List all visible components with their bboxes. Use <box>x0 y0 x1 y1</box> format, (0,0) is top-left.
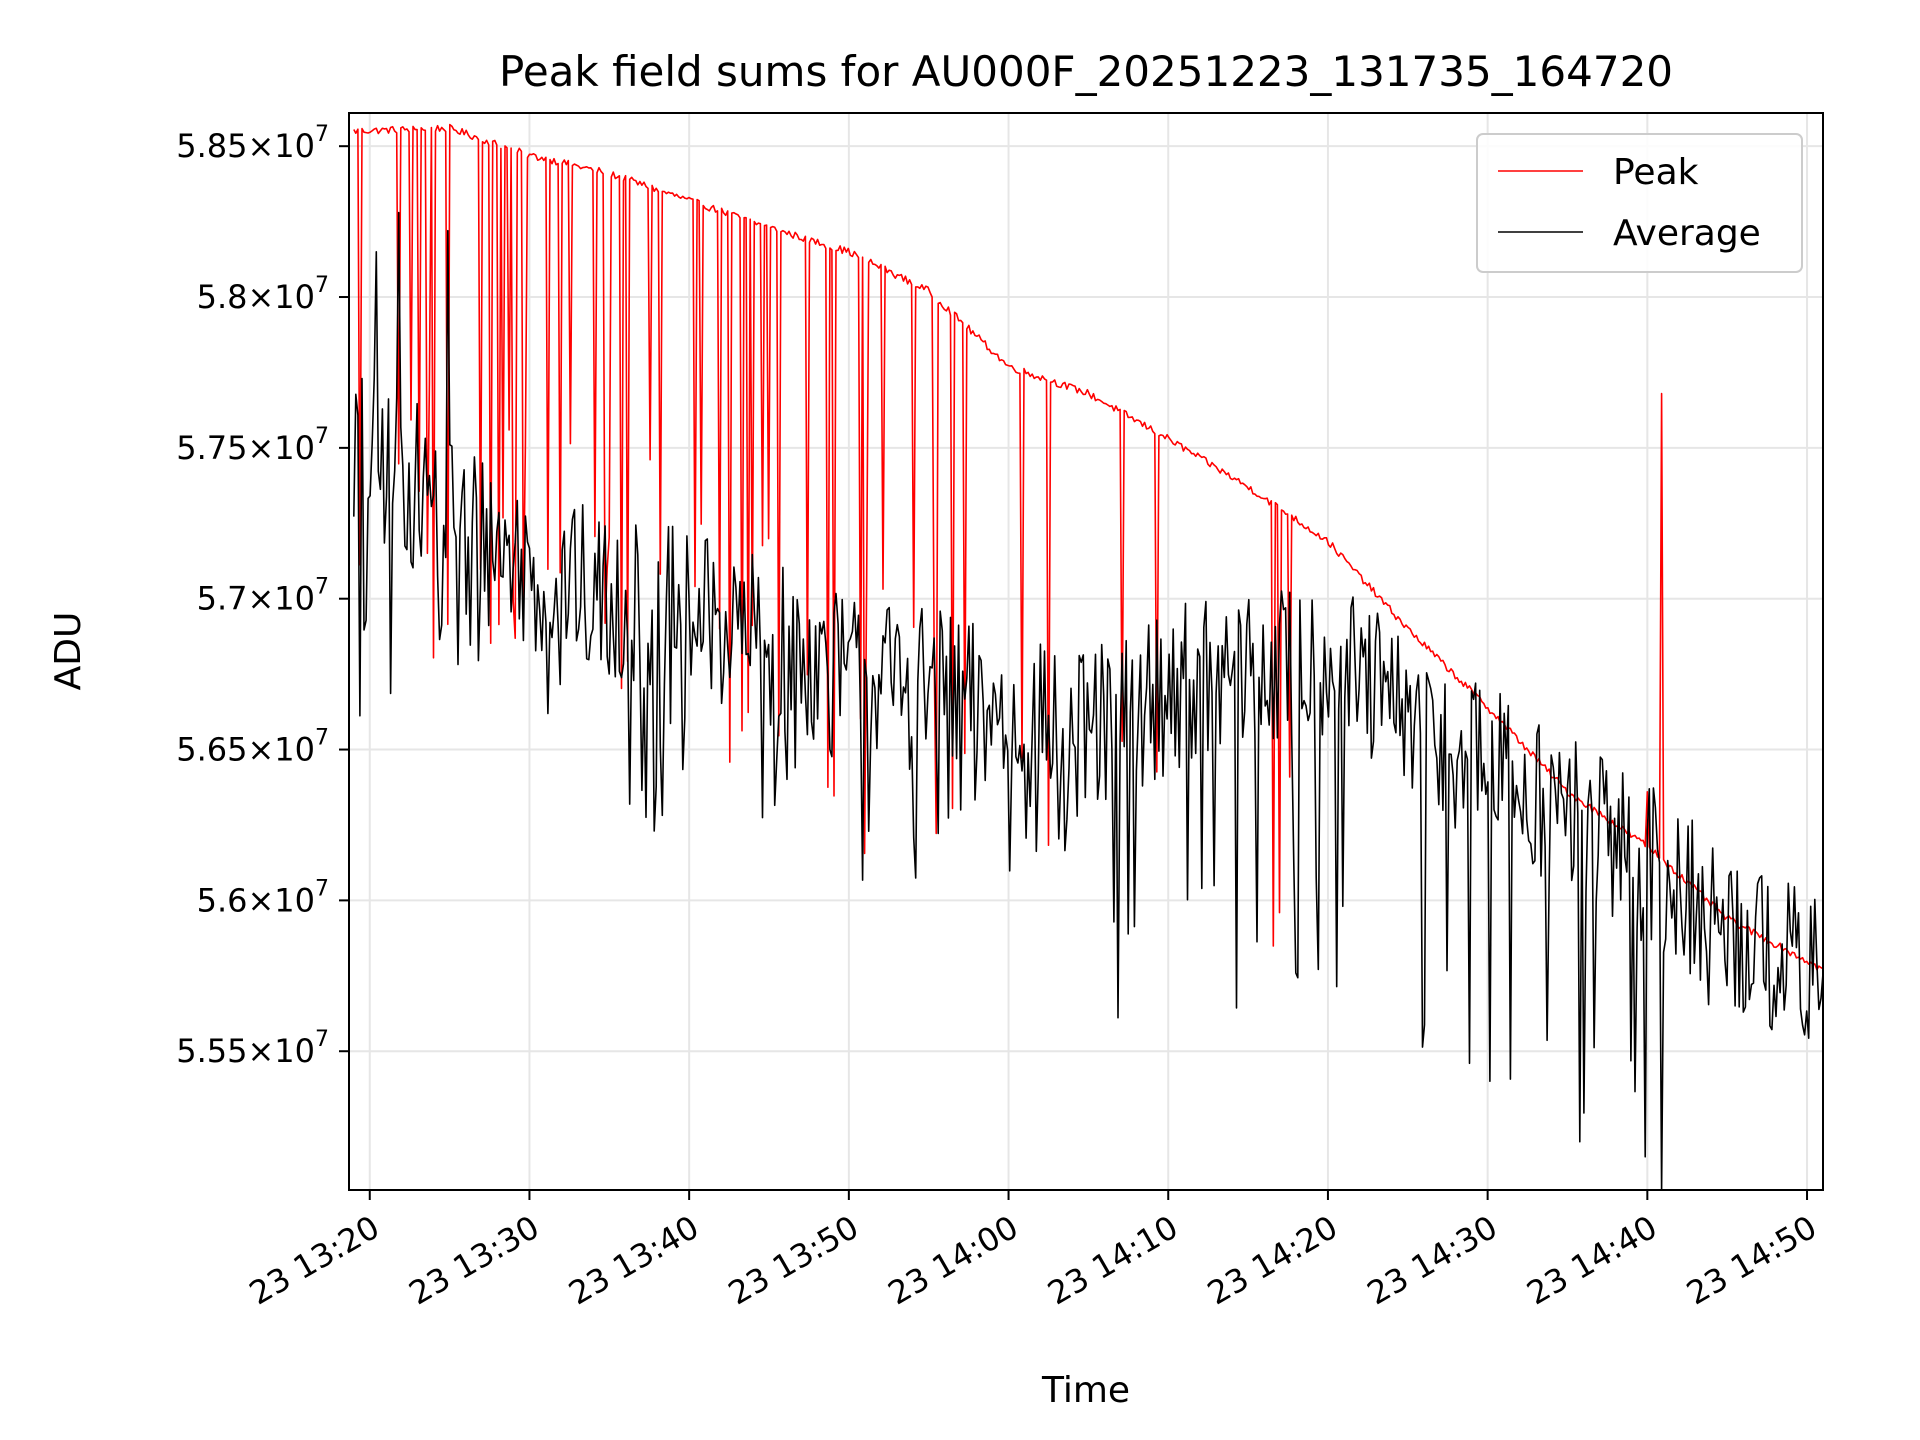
y-tick-label: 5.75×107 <box>176 424 329 467</box>
y-tick-exponent: 7 <box>315 424 329 449</box>
y-tick-label: 5.7×107 <box>197 575 329 618</box>
y-tick-multiplier: ×10 <box>247 1032 315 1070</box>
y-tick-exponent: 7 <box>315 273 329 298</box>
y-tick-exponent: 7 <box>315 1027 329 1052</box>
legend-label-average: Average <box>1613 213 1761 254</box>
y-axis-label: ADU <box>48 612 89 691</box>
y-tick-multiplier: ×10 <box>247 278 315 316</box>
y-tick-exponent: 7 <box>315 122 329 147</box>
plot-frame <box>348 112 1824 1191</box>
y-tick-mantissa: 5.65 <box>176 731 247 769</box>
series-line-average <box>353 211 1823 1190</box>
y-tick-multiplier: ×10 <box>247 731 315 769</box>
y-tick-exponent: 7 <box>315 575 329 600</box>
y-tick-label: 5.8×107 <box>197 273 329 316</box>
y-tick-label: 5.65×107 <box>176 726 329 769</box>
y-tick-mantissa: 5.7 <box>197 580 248 618</box>
chart-title: Peak field sums for AU000F_20251223_1317… <box>499 47 1673 96</box>
legend-box <box>1476 133 1803 273</box>
y-tick-mantissa: 5.75 <box>176 429 247 467</box>
y-tick-multiplier: ×10 <box>247 580 315 618</box>
y-tick-mantissa: 5.55 <box>176 1032 247 1070</box>
y-tick-label: 5.85×107 <box>176 122 329 165</box>
y-axis: 5.55×1075.6×1075.65×1075.7×1075.75×1075.… <box>176 122 349 1070</box>
y-tick-multiplier: ×10 <box>247 127 315 165</box>
y-tick-label: 5.55×107 <box>176 1027 329 1070</box>
legend-label-peak: Peak <box>1613 152 1699 193</box>
series-layer <box>353 123 1823 1190</box>
y-tick-multiplier: ×10 <box>247 881 315 919</box>
y-tick-label: 5.6×107 <box>197 876 329 919</box>
y-tick-exponent: 7 <box>315 876 329 901</box>
y-tick-mantissa: 5.85 <box>176 127 247 165</box>
y-tick-exponent: 7 <box>315 726 329 751</box>
y-tick-mantissa: 5.8 <box>197 278 248 316</box>
x-axis-label: Time <box>1041 1370 1130 1411</box>
y-tick-multiplier: ×10 <box>247 429 315 467</box>
legend: Peak Average <box>1476 133 1803 273</box>
y-tick-mantissa: 5.6 <box>197 881 248 919</box>
